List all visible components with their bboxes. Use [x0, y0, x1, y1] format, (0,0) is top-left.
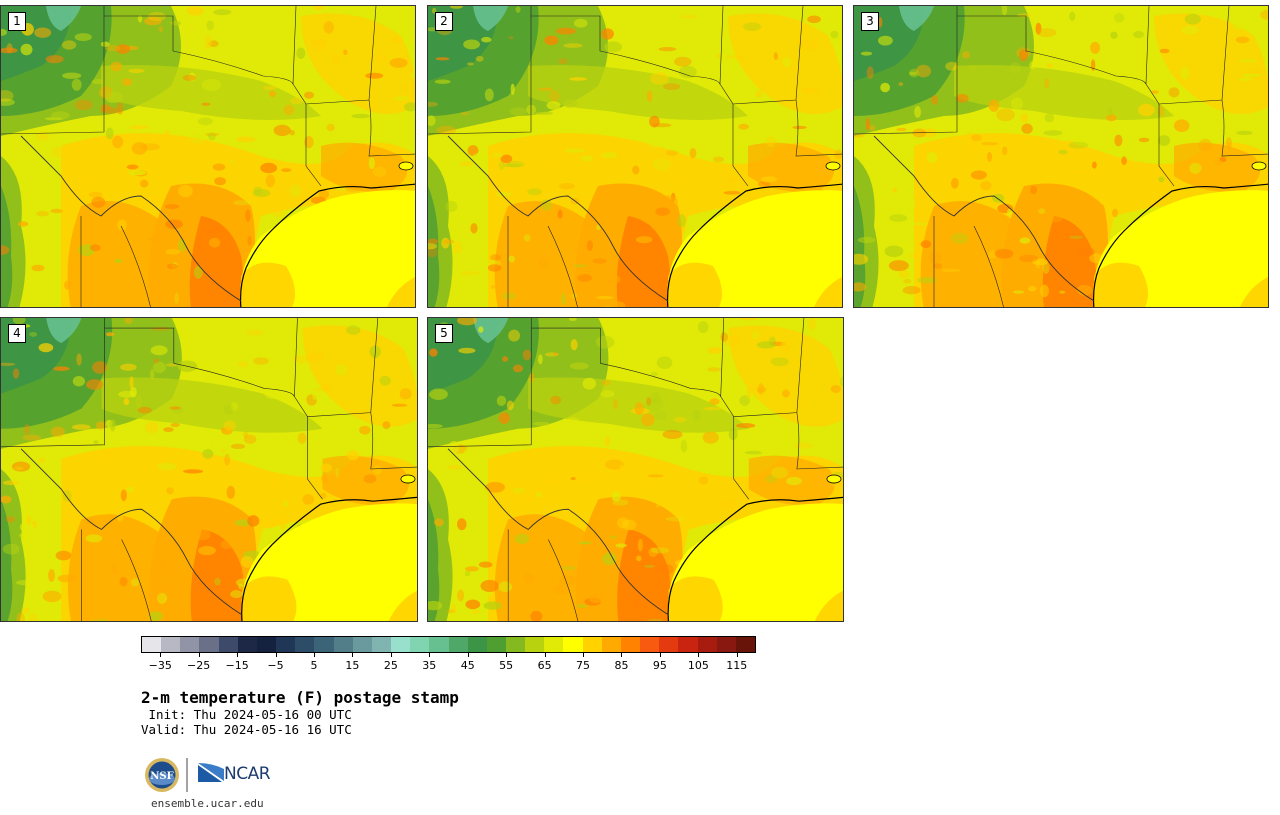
- init-time: Init: Thu 2024-05-16 00 UTC: [141, 707, 352, 722]
- valid-time: Valid: Thu 2024-05-16 16 UTC: [141, 722, 352, 737]
- colorbar-swatch: [544, 637, 564, 652]
- colorbar-swatch: [256, 637, 277, 652]
- colorbar-swatch: [601, 637, 621, 652]
- colorbar-tick-label: 25: [383, 659, 398, 672]
- colorbar-swatch: [640, 637, 660, 652]
- colorbar-swatch: [276, 637, 296, 652]
- colorbar-swatch: [525, 637, 545, 652]
- colorbar-tick-label: 75: [576, 659, 591, 672]
- colorbar-swatch: [199, 637, 219, 652]
- colorbar-tick-label: 5: [310, 659, 318, 672]
- map-panel-5[interactable]: 5: [427, 317, 844, 622]
- colorbar-tick: [390, 653, 392, 657]
- colorbar-swatch: [314, 637, 334, 652]
- colorbar-tick-label: 35: [422, 659, 437, 672]
- colorbar-swatch: [697, 637, 717, 652]
- colorbar-tick: [275, 653, 277, 657]
- map-panel-1[interactable]: 1: [0, 5, 416, 308]
- colorbar-tick: [429, 653, 431, 657]
- colorbar-swatch: [237, 637, 257, 652]
- colorbar-tick-label: 55: [499, 659, 514, 672]
- colorbar-tick: [583, 653, 585, 657]
- colorbar-tick-label: 85: [614, 659, 629, 672]
- colorbar-swatch: [371, 637, 392, 652]
- panel-number-5: 5: [435, 324, 453, 343]
- colorbar-tick-label: 115: [726, 659, 748, 672]
- colorbar-swatch: [486, 637, 506, 652]
- colorbar-swatch: [505, 637, 526, 652]
- colorbar-tick: [352, 653, 354, 657]
- source-url: ensemble.ucar.edu: [151, 797, 264, 810]
- colorbar-tick-label: −15: [225, 659, 249, 672]
- map-panel-3[interactable]: 3: [853, 5, 1269, 308]
- colorbar-tick: [506, 653, 508, 657]
- colorbar-swatch: [735, 637, 755, 652]
- colorbar-tick: [467, 653, 469, 657]
- colorbar-tick-label: −25: [187, 659, 211, 672]
- colorbar-swatch: [352, 637, 372, 652]
- colorbar-swatch: [467, 637, 487, 652]
- plot-title: 2-m temperature (F) postage stamp: [141, 688, 459, 707]
- colorbar-tick: [698, 653, 700, 657]
- colorbar-tick: [313, 653, 315, 657]
- colorbar-tick: [198, 653, 200, 657]
- colorbar-swatch: [678, 637, 698, 652]
- temperature-colorbar: [141, 636, 756, 653]
- ncar-logo-icon: [198, 763, 224, 782]
- colorbar-swatch: [333, 637, 353, 652]
- colorbar-tick-label: 65: [537, 659, 552, 672]
- colorbar-swatch: [142, 637, 162, 652]
- colorbar-swatch: [582, 637, 602, 652]
- temperature-map-5: [428, 318, 843, 621]
- panel-number-1: 1: [8, 12, 26, 31]
- colorbar-tick: [659, 653, 661, 657]
- colorbar-tick: [160, 653, 162, 657]
- colorbar-swatch: [716, 637, 736, 652]
- nsf-logo-text: NSF: [150, 771, 173, 782]
- temperature-map-2: [428, 6, 842, 307]
- colorbar-swatch: [410, 637, 430, 652]
- colorbar-swatch: [429, 637, 449, 652]
- colorbar-tick-label: −35: [148, 659, 172, 672]
- panel-number-4: 4: [8, 324, 26, 343]
- colorbar-swatch: [620, 637, 641, 652]
- temperature-map-1: [1, 6, 415, 307]
- colorbar-tick-label: 95: [652, 659, 667, 672]
- colorbar-tick: [621, 653, 623, 657]
- colorbar-swatch: [295, 637, 315, 652]
- colorbar-tick-label: −5: [267, 659, 284, 672]
- panel-number-3: 3: [861, 12, 879, 31]
- map-panel-4[interactable]: 4: [0, 317, 418, 622]
- colorbar-tick: [736, 653, 738, 657]
- colorbar-tick: [237, 653, 239, 657]
- temperature-map-4: [1, 318, 417, 621]
- colorbar-swatch: [659, 637, 679, 652]
- colorbar-ticks: −35 −25 −15 −5 5 15 25 35 45 55 65 75 85 95 105 115: [141, 653, 756, 673]
- panel-number-2: 2: [435, 12, 453, 31]
- nsf-ncar-logo: NSF: [145, 758, 224, 792]
- colorbar-swatch: [391, 637, 411, 652]
- colorbar-swatch: [161, 637, 181, 652]
- nsf-logo-icon: NSF: [145, 758, 179, 792]
- colorbar-swatch: [180, 637, 200, 652]
- ncar-logo-text: NCAR: [224, 764, 271, 784]
- colorbar-tick-label: 45: [460, 659, 475, 672]
- colorbar-tick-label: 15: [345, 659, 360, 672]
- colorbar-swatch: [563, 637, 583, 652]
- map-panel-2[interactable]: 2: [427, 5, 843, 308]
- colorbar-tick-label: 105: [687, 659, 709, 672]
- colorbar-tick: [544, 653, 546, 657]
- temperature-map-3: [854, 6, 1268, 307]
- colorbar-swatch: [448, 637, 468, 652]
- colorbar-swatch: [218, 637, 238, 652]
